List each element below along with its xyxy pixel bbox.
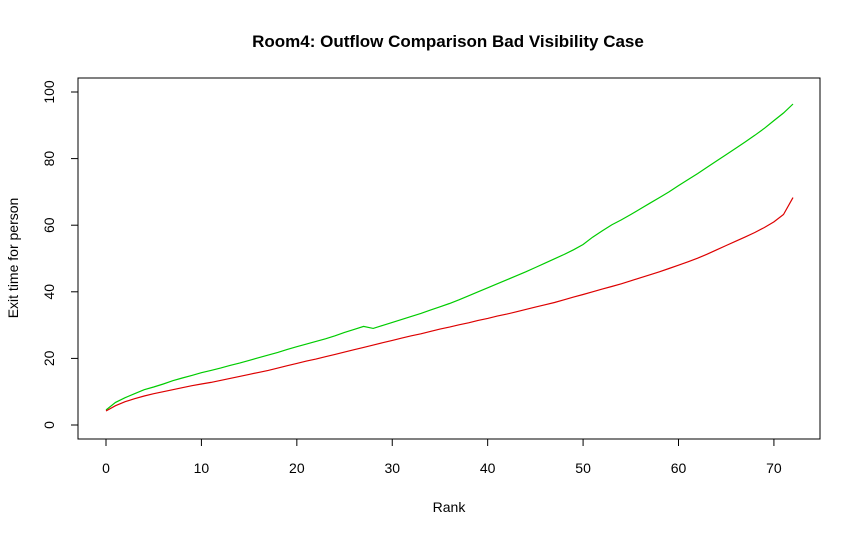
y-tick-label: 80 <box>41 151 57 167</box>
x-tick-label: 60 <box>671 460 687 476</box>
x-tick-label: 70 <box>766 460 782 476</box>
y-tick-label: 0 <box>41 421 57 429</box>
x-tick-label: 40 <box>480 460 496 476</box>
x-axis: 0 10 20 30 40 50 60 70 <box>102 438 782 476</box>
x-tick-label: 50 <box>575 460 591 476</box>
series-line-2 <box>105 197 794 412</box>
x-tick-label: 0 <box>102 460 110 476</box>
x-tick-label: 30 <box>384 460 400 476</box>
x-axis-label: Rank <box>433 499 467 515</box>
y-tick-label: 20 <box>41 350 57 366</box>
y-tick-label: 100 <box>41 80 57 104</box>
x-tick-label: 10 <box>194 460 210 476</box>
chart-title: Room4: Outflow Comparison Bad Visibility… <box>252 32 644 51</box>
series-line-1 <box>105 103 794 411</box>
y-axis-label: Exit time for person <box>5 198 21 319</box>
plot-frame <box>77 77 821 440</box>
y-axis: 0 20 40 60 80 100 <box>41 80 79 429</box>
y-tick-label: 40 <box>41 284 57 300</box>
x-tick-label: 20 <box>289 460 305 476</box>
series-layer <box>105 103 794 412</box>
y-tick-label: 60 <box>41 217 57 233</box>
